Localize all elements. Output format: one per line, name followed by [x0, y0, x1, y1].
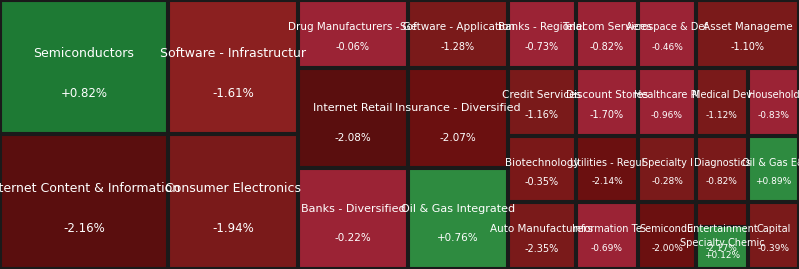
Bar: [697, 137, 747, 201]
Text: Biotechnology: Biotechnology: [505, 158, 579, 168]
Bar: [697, 203, 747, 268]
Bar: [697, 69, 747, 135]
Bar: [509, 1, 575, 67]
Bar: [577, 137, 638, 201]
Text: -1.16%: -1.16%: [525, 110, 559, 120]
Bar: [1, 135, 167, 268]
Text: Semiconductors: Semiconductors: [34, 47, 134, 60]
Bar: [1, 1, 167, 133]
Text: Oil & Gas Integrated: Oil & Gas Integrated: [401, 204, 515, 214]
Text: -1.94%: -1.94%: [212, 222, 254, 235]
Bar: [509, 203, 575, 268]
Bar: [697, 1, 798, 67]
Text: Drug Manufacturers - Ge: Drug Manufacturers - Ge: [288, 22, 418, 32]
Text: -0.82%: -0.82%: [706, 177, 738, 186]
Text: Auto Manufacturers: Auto Manufacturers: [491, 224, 594, 234]
Text: -1.28%: -1.28%: [441, 42, 475, 52]
Text: Diagnostics: Diagnostics: [694, 158, 750, 168]
Text: Capital: Capital: [757, 224, 791, 234]
Bar: [577, 1, 638, 67]
Text: -0.82%: -0.82%: [590, 42, 624, 52]
Text: Banks - Diversified: Banks - Diversified: [300, 204, 405, 214]
Bar: [169, 135, 297, 268]
Bar: [577, 69, 638, 135]
Text: Consumer Electronics: Consumer Electronics: [165, 182, 301, 195]
Text: Insurance - Diversified: Insurance - Diversified: [396, 103, 521, 113]
Text: -0.28%: -0.28%: [651, 177, 683, 186]
Text: +0.76%: +0.76%: [437, 233, 479, 243]
Text: +0.89%: +0.89%: [755, 177, 792, 186]
Bar: [509, 137, 575, 201]
Text: -2.17%: -2.17%: [706, 244, 738, 253]
Bar: [299, 1, 407, 67]
Text: Software - Application: Software - Application: [400, 22, 515, 32]
Text: Information Te: Information Te: [572, 224, 642, 234]
Bar: [299, 69, 407, 167]
Text: Banks - Regional: Banks - Regional: [499, 22, 586, 32]
Text: Internet Retail: Internet Retail: [313, 103, 393, 113]
Bar: [697, 226, 747, 268]
Text: Semicondu: Semicondu: [640, 224, 694, 234]
Bar: [299, 169, 407, 268]
Bar: [638, 137, 695, 201]
Bar: [509, 69, 575, 135]
Bar: [409, 1, 507, 67]
Text: -0.22%: -0.22%: [335, 233, 372, 243]
Text: -0.35%: -0.35%: [525, 177, 559, 187]
Text: Entertainment: Entertainment: [686, 224, 757, 234]
Text: -1.10%: -1.10%: [730, 42, 765, 52]
Text: Oil & Gas E&: Oil & Gas E&: [742, 158, 799, 168]
Bar: [749, 203, 798, 268]
Text: Specialty I: Specialty I: [642, 158, 693, 168]
Text: Medical Dev: Medical Dev: [692, 90, 752, 100]
Text: -0.39%: -0.39%: [757, 244, 789, 253]
Text: -2.16%: -2.16%: [63, 222, 105, 235]
Text: Healthcare Pl: Healthcare Pl: [634, 90, 700, 100]
Bar: [638, 203, 695, 268]
Text: -2.00%: -2.00%: [651, 244, 683, 253]
Text: -1.61%: -1.61%: [212, 87, 254, 100]
Text: Aerospace & Def: Aerospace & Def: [626, 22, 708, 32]
Text: -2.35%: -2.35%: [525, 244, 559, 254]
Bar: [638, 1, 695, 67]
Bar: [638, 69, 695, 135]
Text: +0.12%: +0.12%: [704, 251, 740, 260]
Text: -2.14%: -2.14%: [591, 177, 623, 186]
Text: -0.96%: -0.96%: [651, 111, 683, 120]
Text: Credit Services: Credit Services: [503, 90, 582, 100]
Bar: [409, 169, 507, 268]
Text: -0.73%: -0.73%: [525, 42, 559, 52]
Text: Telecom Services: Telecom Services: [562, 22, 652, 32]
Text: Discount Stores: Discount Stores: [566, 90, 648, 100]
Text: Household: Household: [748, 90, 799, 100]
Text: -2.07%: -2.07%: [439, 133, 476, 143]
Text: +0.82%: +0.82%: [61, 87, 108, 100]
Text: -1.70%: -1.70%: [590, 110, 624, 120]
Text: -0.06%: -0.06%: [336, 42, 370, 52]
Text: Utilities - Regul: Utilities - Regul: [570, 158, 644, 168]
Text: Internet Content & Information: Internet Content & Information: [0, 182, 181, 195]
Text: -1.12%: -1.12%: [706, 111, 738, 120]
Bar: [169, 1, 297, 133]
Text: -2.08%: -2.08%: [335, 133, 372, 143]
Text: Specialty Chemic: Specialty Chemic: [680, 238, 765, 248]
Text: -0.83%: -0.83%: [757, 111, 789, 120]
Bar: [749, 69, 798, 135]
Text: Asset Manageme: Asset Manageme: [702, 22, 793, 32]
Text: -0.69%: -0.69%: [591, 244, 623, 253]
Bar: [577, 203, 638, 268]
Bar: [409, 69, 507, 167]
Text: Software - Infrastructur: Software - Infrastructur: [160, 47, 306, 60]
Bar: [749, 137, 798, 201]
Text: -0.46%: -0.46%: [651, 43, 683, 52]
